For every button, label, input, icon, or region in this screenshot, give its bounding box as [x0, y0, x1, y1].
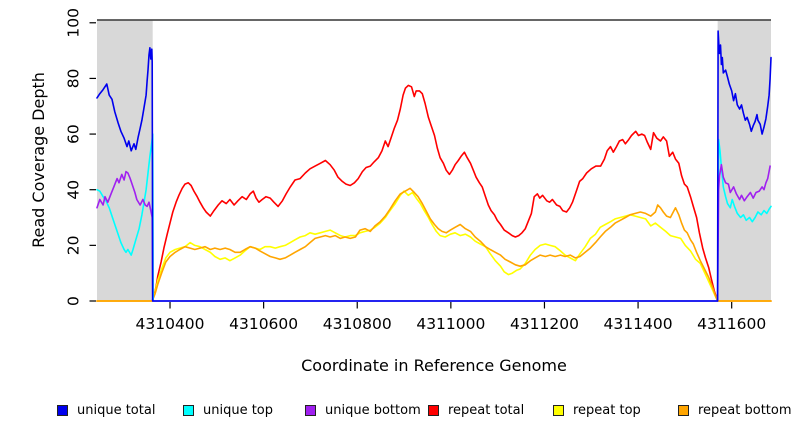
repeat-bottom-swatch-icon: [678, 404, 689, 416]
x-tick-label: 4310400: [136, 315, 205, 333]
x-tick-label: 4311200: [510, 315, 579, 333]
legend-label: repeat top: [573, 402, 641, 418]
shaded-regions-layer: [97, 20, 771, 301]
y-tick-label: 60: [64, 124, 82, 144]
legend-label: unique total: [77, 402, 156, 418]
shaded-region-right-flank: [717, 20, 771, 301]
legend-item-unique-top: unique top: [183, 399, 273, 421]
series-line-repeat-total: [96, 84, 772, 302]
y-tick-label: 80: [64, 69, 82, 89]
y-axis-title: Read Coverage Depth: [29, 72, 48, 248]
unique-top-swatch-icon: [183, 404, 194, 416]
shaded-region-left-flank: [97, 20, 153, 301]
x-tick-label: 4311400: [604, 315, 673, 333]
x-tick-label: 4311000: [416, 315, 485, 333]
axes-layer: 4310400 4310600 4310800 4311000 4311200 43114…: [64, 8, 771, 333]
legend-label: unique bottom: [325, 402, 421, 418]
legend-label: unique top: [203, 402, 274, 418]
legend-item-repeat-total: repeat total: [428, 399, 524, 421]
plot-area: 4310400 4310600 4310800 4311000 4311200 43114…: [29, 8, 772, 375]
series-layer: [96, 30, 772, 302]
legend-item-unique-bottom: unique bottom: [305, 399, 421, 421]
y-tick-label: 20: [64, 235, 82, 255]
series-line-unique-bottom: [96, 163, 771, 302]
repeat-top-swatch-icon: [553, 404, 564, 416]
series-line-repeat-top: [96, 190, 772, 302]
series-line-unique-total: [96, 30, 772, 302]
y-tick-label: 40: [64, 180, 82, 200]
unique-bottom-swatch-icon: [305, 404, 316, 416]
x-tick-label: 4310600: [229, 315, 298, 333]
x-tick-label: 4310800: [323, 315, 392, 333]
series-line-repeat-bottom: [96, 187, 772, 302]
legend-item-repeat-top: repeat top: [553, 399, 641, 421]
y-tick-label: 0: [64, 296, 82, 306]
legend-label: repeat total: [448, 402, 525, 418]
legend-label: repeat bottom: [698, 402, 792, 418]
unique-total-swatch-icon: [57, 404, 68, 416]
x-tick-label: 4311600: [697, 315, 766, 333]
repeat-total-swatch-icon: [428, 404, 439, 416]
x-axis-title: Coordinate in Reference Genome: [301, 356, 567, 375]
legend: unique total unique top unique bottom re…: [0, 399, 792, 421]
legend-item-unique-total: unique total: [57, 399, 155, 421]
legend-item-repeat-bottom: repeat bottom: [678, 399, 792, 421]
y-tick-label: 100: [64, 8, 82, 38]
